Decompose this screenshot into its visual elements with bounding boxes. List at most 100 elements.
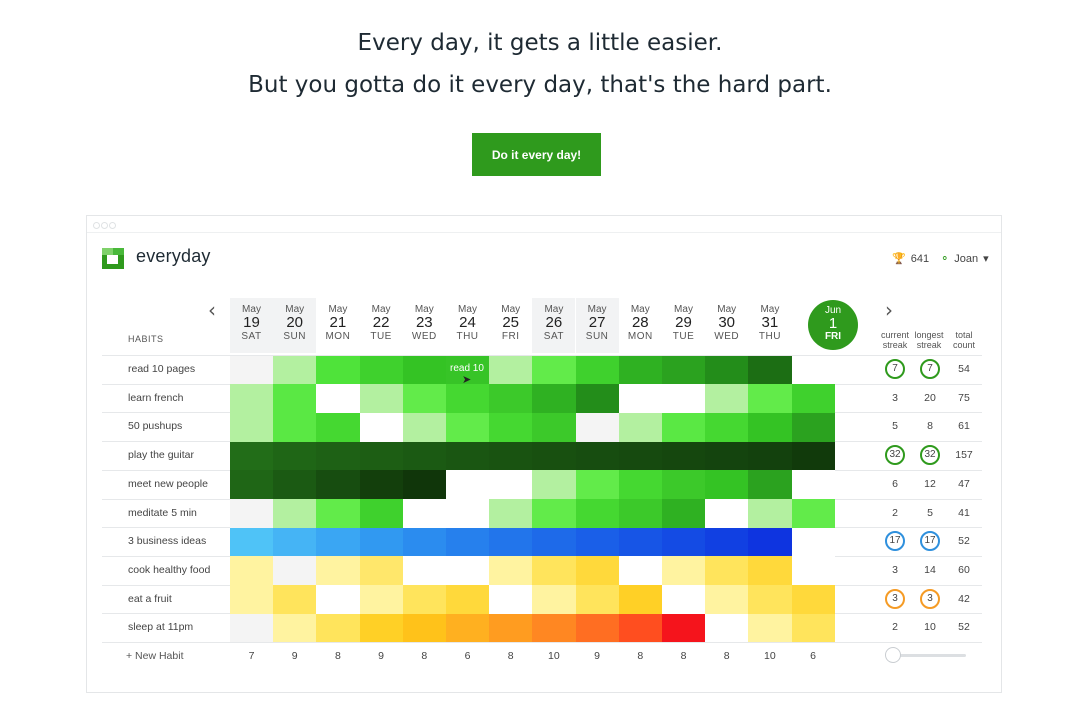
- habit-cell[interactable]: [402, 585, 447, 614]
- user-name[interactable]: Joan: [954, 252, 979, 265]
- habit-name[interactable]: learn french: [128, 391, 184, 404]
- habit-cell[interactable]: [575, 441, 620, 471]
- habit-cell[interactable]: [273, 441, 317, 471]
- habit-cell[interactable]: [489, 412, 533, 442]
- habit-cell[interactable]: [359, 470, 404, 499]
- habit-cell[interactable]: [316, 384, 361, 413]
- habit-cell[interactable]: [273, 527, 317, 557]
- habit-cell[interactable]: [446, 527, 490, 557]
- habit-cell[interactable]: [532, 556, 577, 586]
- habit-cell[interactable]: [791, 585, 836, 614]
- habit-cell[interactable]: [791, 613, 836, 643]
- habit-cell[interactable]: [402, 470, 447, 499]
- habit-cell[interactable]: [748, 470, 793, 499]
- cta-button[interactable]: Do it every day!: [472, 133, 601, 176]
- habit-cell[interactable]: [748, 499, 793, 528]
- habit-cell[interactable]: [359, 384, 404, 413]
- habit-cell[interactable]: [446, 412, 490, 442]
- zoom-slider[interactable]: [892, 654, 966, 657]
- habit-cell[interactable]: [532, 585, 577, 614]
- habit-cell[interactable]: [446, 355, 490, 385]
- habit-cell[interactable]: [359, 613, 404, 643]
- habit-cell[interactable]: [273, 556, 317, 586]
- habit-cell[interactable]: [489, 585, 533, 614]
- habit-cell[interactable]: [748, 384, 793, 413]
- habit-cell[interactable]: [489, 556, 533, 586]
- habit-cell[interactable]: [575, 556, 620, 586]
- habit-cell[interactable]: [575, 384, 620, 413]
- habit-cell[interactable]: [705, 470, 749, 499]
- habit-cell[interactable]: [705, 613, 749, 643]
- habit-cell[interactable]: [748, 441, 793, 471]
- habit-cell[interactable]: [402, 412, 447, 442]
- habit-cell[interactable]: [230, 412, 274, 442]
- habit-cell[interactable]: [273, 613, 317, 643]
- habit-cell[interactable]: [748, 412, 793, 442]
- habit-cell[interactable]: [618, 556, 663, 586]
- habit-cell[interactable]: [489, 527, 533, 557]
- habit-cell[interactable]: [402, 499, 447, 528]
- habit-cell[interactable]: [316, 412, 361, 442]
- habit-cell[interactable]: [791, 470, 836, 499]
- habit-cell[interactable]: [230, 527, 274, 557]
- habit-cell[interactable]: [316, 441, 361, 471]
- habit-cell[interactable]: [316, 556, 361, 586]
- habit-cell[interactable]: [230, 499, 274, 528]
- habit-cell[interactable]: [230, 441, 274, 471]
- habit-cell[interactable]: [618, 441, 663, 471]
- habit-cell[interactable]: [618, 384, 663, 413]
- habit-cell[interactable]: [748, 355, 793, 385]
- habit-cell[interactable]: [532, 384, 577, 413]
- habit-cell[interactable]: [230, 613, 274, 643]
- habit-cell[interactable]: [705, 441, 749, 471]
- habit-cell[interactable]: [791, 384, 836, 413]
- habit-cell[interactable]: [705, 384, 749, 413]
- habit-cell[interactable]: [402, 355, 447, 385]
- habit-cell[interactable]: [402, 613, 447, 643]
- habit-cell[interactable]: [446, 613, 490, 643]
- habit-cell[interactable]: [791, 527, 836, 557]
- habit-cell[interactable]: [705, 527, 749, 557]
- habit-name[interactable]: sleep at 11pm: [128, 621, 194, 634]
- habit-cell[interactable]: [273, 470, 317, 499]
- habit-name[interactable]: 50 pushups: [128, 420, 183, 433]
- habit-cell[interactable]: [618, 527, 663, 557]
- habit-cell[interactable]: [316, 613, 361, 643]
- habit-cell[interactable]: [359, 556, 404, 586]
- habit-cell[interactable]: [273, 384, 317, 413]
- date-today[interactable]: Jun 1 FRI: [808, 300, 858, 350]
- habit-name[interactable]: eat a fruit: [128, 592, 172, 605]
- habit-cell[interactable]: [446, 384, 490, 413]
- habit-name[interactable]: read 10 pages: [128, 363, 196, 375]
- habit-cell[interactable]: [402, 441, 447, 471]
- habit-cell[interactable]: [230, 470, 274, 499]
- habit-cell[interactable]: [748, 585, 793, 614]
- habit-cell[interactable]: [230, 585, 274, 614]
- habit-cell[interactable]: [791, 412, 836, 442]
- habit-cell[interactable]: [359, 441, 404, 471]
- habit-cell[interactable]: [705, 355, 749, 385]
- habit-name[interactable]: meditate 5 min: [128, 506, 197, 519]
- habit-cell[interactable]: [575, 412, 620, 442]
- habit-cell[interactable]: [748, 556, 793, 586]
- habit-cell[interactable]: [575, 613, 620, 643]
- habit-cell[interactable]: [618, 499, 663, 528]
- new-habit-button[interactable]: + New Habit: [126, 650, 184, 662]
- habit-cell[interactable]: [662, 384, 706, 413]
- habit-cell[interactable]: [791, 556, 836, 586]
- habit-cell[interactable]: [359, 499, 404, 528]
- habit-cell[interactable]: [618, 412, 663, 442]
- chevron-right-icon[interactable]: ›: [885, 298, 893, 322]
- habit-cell[interactable]: [705, 499, 749, 528]
- habit-cell[interactable]: [662, 355, 706, 385]
- habit-cell[interactable]: [662, 441, 706, 471]
- habit-cell[interactable]: [230, 384, 274, 413]
- habit-cell[interactable]: [446, 499, 490, 528]
- chevron-down-icon[interactable]: ▾: [983, 253, 989, 265]
- habit-cell[interactable]: [532, 441, 577, 471]
- habit-cell[interactable]: [618, 470, 663, 499]
- habit-name[interactable]: meet new people: [128, 477, 208, 490]
- habit-cell[interactable]: [791, 441, 836, 471]
- habit-cell[interactable]: [489, 384, 533, 413]
- habit-cell[interactable]: [662, 527, 706, 557]
